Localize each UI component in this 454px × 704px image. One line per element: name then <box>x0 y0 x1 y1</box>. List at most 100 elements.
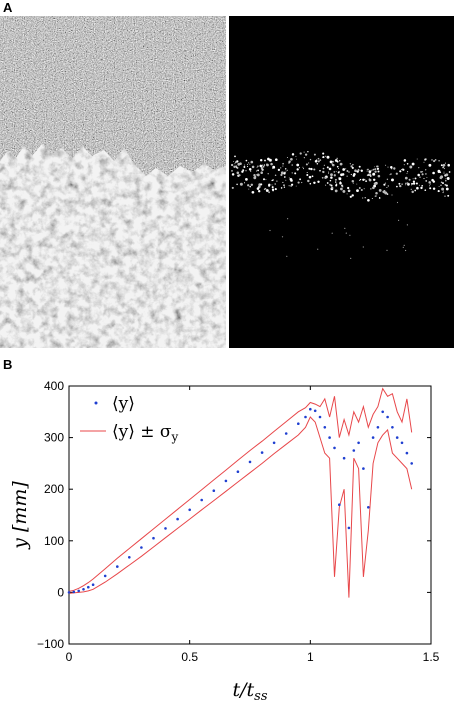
speckle <box>270 162 273 166</box>
speckle <box>303 168 304 170</box>
mean-point <box>200 498 203 502</box>
speckle <box>390 173 392 175</box>
speckle <box>371 169 373 171</box>
mean-point <box>87 585 90 589</box>
speckle <box>387 185 389 187</box>
speckle <box>283 172 286 175</box>
speckle <box>376 165 378 168</box>
speckle <box>375 182 378 185</box>
speckle <box>267 157 270 161</box>
speckle <box>356 189 359 193</box>
speckle <box>259 158 263 162</box>
mean-point <box>371 436 375 439</box>
speckle <box>360 169 362 172</box>
speckle <box>245 159 248 162</box>
legend: ⟨y⟩ ⟨y⟩ ± σy <box>80 394 179 444</box>
speckle <box>294 172 297 175</box>
speckle <box>378 188 382 192</box>
speckle-image-pair <box>0 16 454 348</box>
speckle <box>288 160 291 163</box>
speckle <box>274 174 277 177</box>
speckle <box>245 178 248 181</box>
speckle <box>334 189 338 193</box>
speckle <box>263 178 265 181</box>
speckle <box>368 178 372 182</box>
mean-point <box>152 536 155 540</box>
speckle <box>425 158 427 160</box>
speckle <box>342 168 346 171</box>
speckle <box>374 195 376 197</box>
speckle <box>416 186 419 190</box>
mean-point <box>128 556 131 559</box>
speckle <box>433 160 436 163</box>
speckle <box>251 190 255 194</box>
speckle <box>351 194 354 197</box>
speckle <box>414 177 417 180</box>
mean-point <box>367 506 370 509</box>
axis-labels: t/tss y [mm] <box>9 481 268 704</box>
mean-point <box>212 489 216 492</box>
speckle <box>350 165 353 168</box>
mean-point <box>140 546 143 549</box>
speckle <box>429 185 431 187</box>
speckle <box>415 182 418 185</box>
left-speckle-image <box>0 16 226 348</box>
speckle <box>286 169 288 171</box>
speckle <box>352 182 354 184</box>
speckle <box>405 249 407 252</box>
mean-point <box>313 409 317 413</box>
speckle <box>420 171 422 173</box>
speckle <box>299 152 302 155</box>
mean-point <box>381 410 385 414</box>
speckle <box>448 171 451 173</box>
panel-label-a: A <box>3 0 13 15</box>
speckle <box>331 232 333 234</box>
speckle <box>256 173 259 176</box>
speckle <box>389 174 391 176</box>
x-tick-label: 0.5 <box>181 650 198 664</box>
speckle <box>371 198 373 199</box>
speckle <box>330 176 333 179</box>
speckle <box>316 162 319 165</box>
speckle <box>440 164 443 167</box>
speckle <box>282 181 284 183</box>
speckle <box>418 184 420 186</box>
speckle <box>317 160 320 163</box>
speckle <box>339 181 342 185</box>
speckle <box>313 168 316 171</box>
speckle <box>245 170 247 172</box>
mean-point <box>323 426 327 429</box>
speckle <box>445 173 449 177</box>
speckle <box>411 162 415 166</box>
mean-point <box>338 503 341 506</box>
speckle <box>238 174 241 177</box>
speckle <box>362 197 364 199</box>
speckle <box>447 194 450 197</box>
speckle <box>335 171 337 173</box>
speckle <box>317 157 320 160</box>
mean-point <box>82 588 85 591</box>
speckle <box>399 170 402 173</box>
speckle <box>326 182 329 184</box>
speckle <box>283 184 285 187</box>
speckle <box>352 174 356 177</box>
speckle <box>368 173 372 176</box>
speckle <box>276 180 278 182</box>
speckle <box>399 185 401 187</box>
speckle <box>257 165 259 168</box>
y-tick-label: 100 <box>44 534 64 548</box>
speckle <box>290 179 293 182</box>
speckle <box>366 170 368 172</box>
speckle <box>317 248 319 250</box>
speckle <box>406 163 409 165</box>
speckle <box>383 183 386 186</box>
speckle <box>400 169 402 171</box>
speckle <box>308 167 311 170</box>
speckle <box>324 176 327 179</box>
speckle <box>347 186 350 190</box>
speckle <box>386 249 388 251</box>
speckle <box>421 184 424 187</box>
speckle <box>313 181 316 185</box>
speckle <box>234 163 236 165</box>
speckle <box>372 172 376 176</box>
